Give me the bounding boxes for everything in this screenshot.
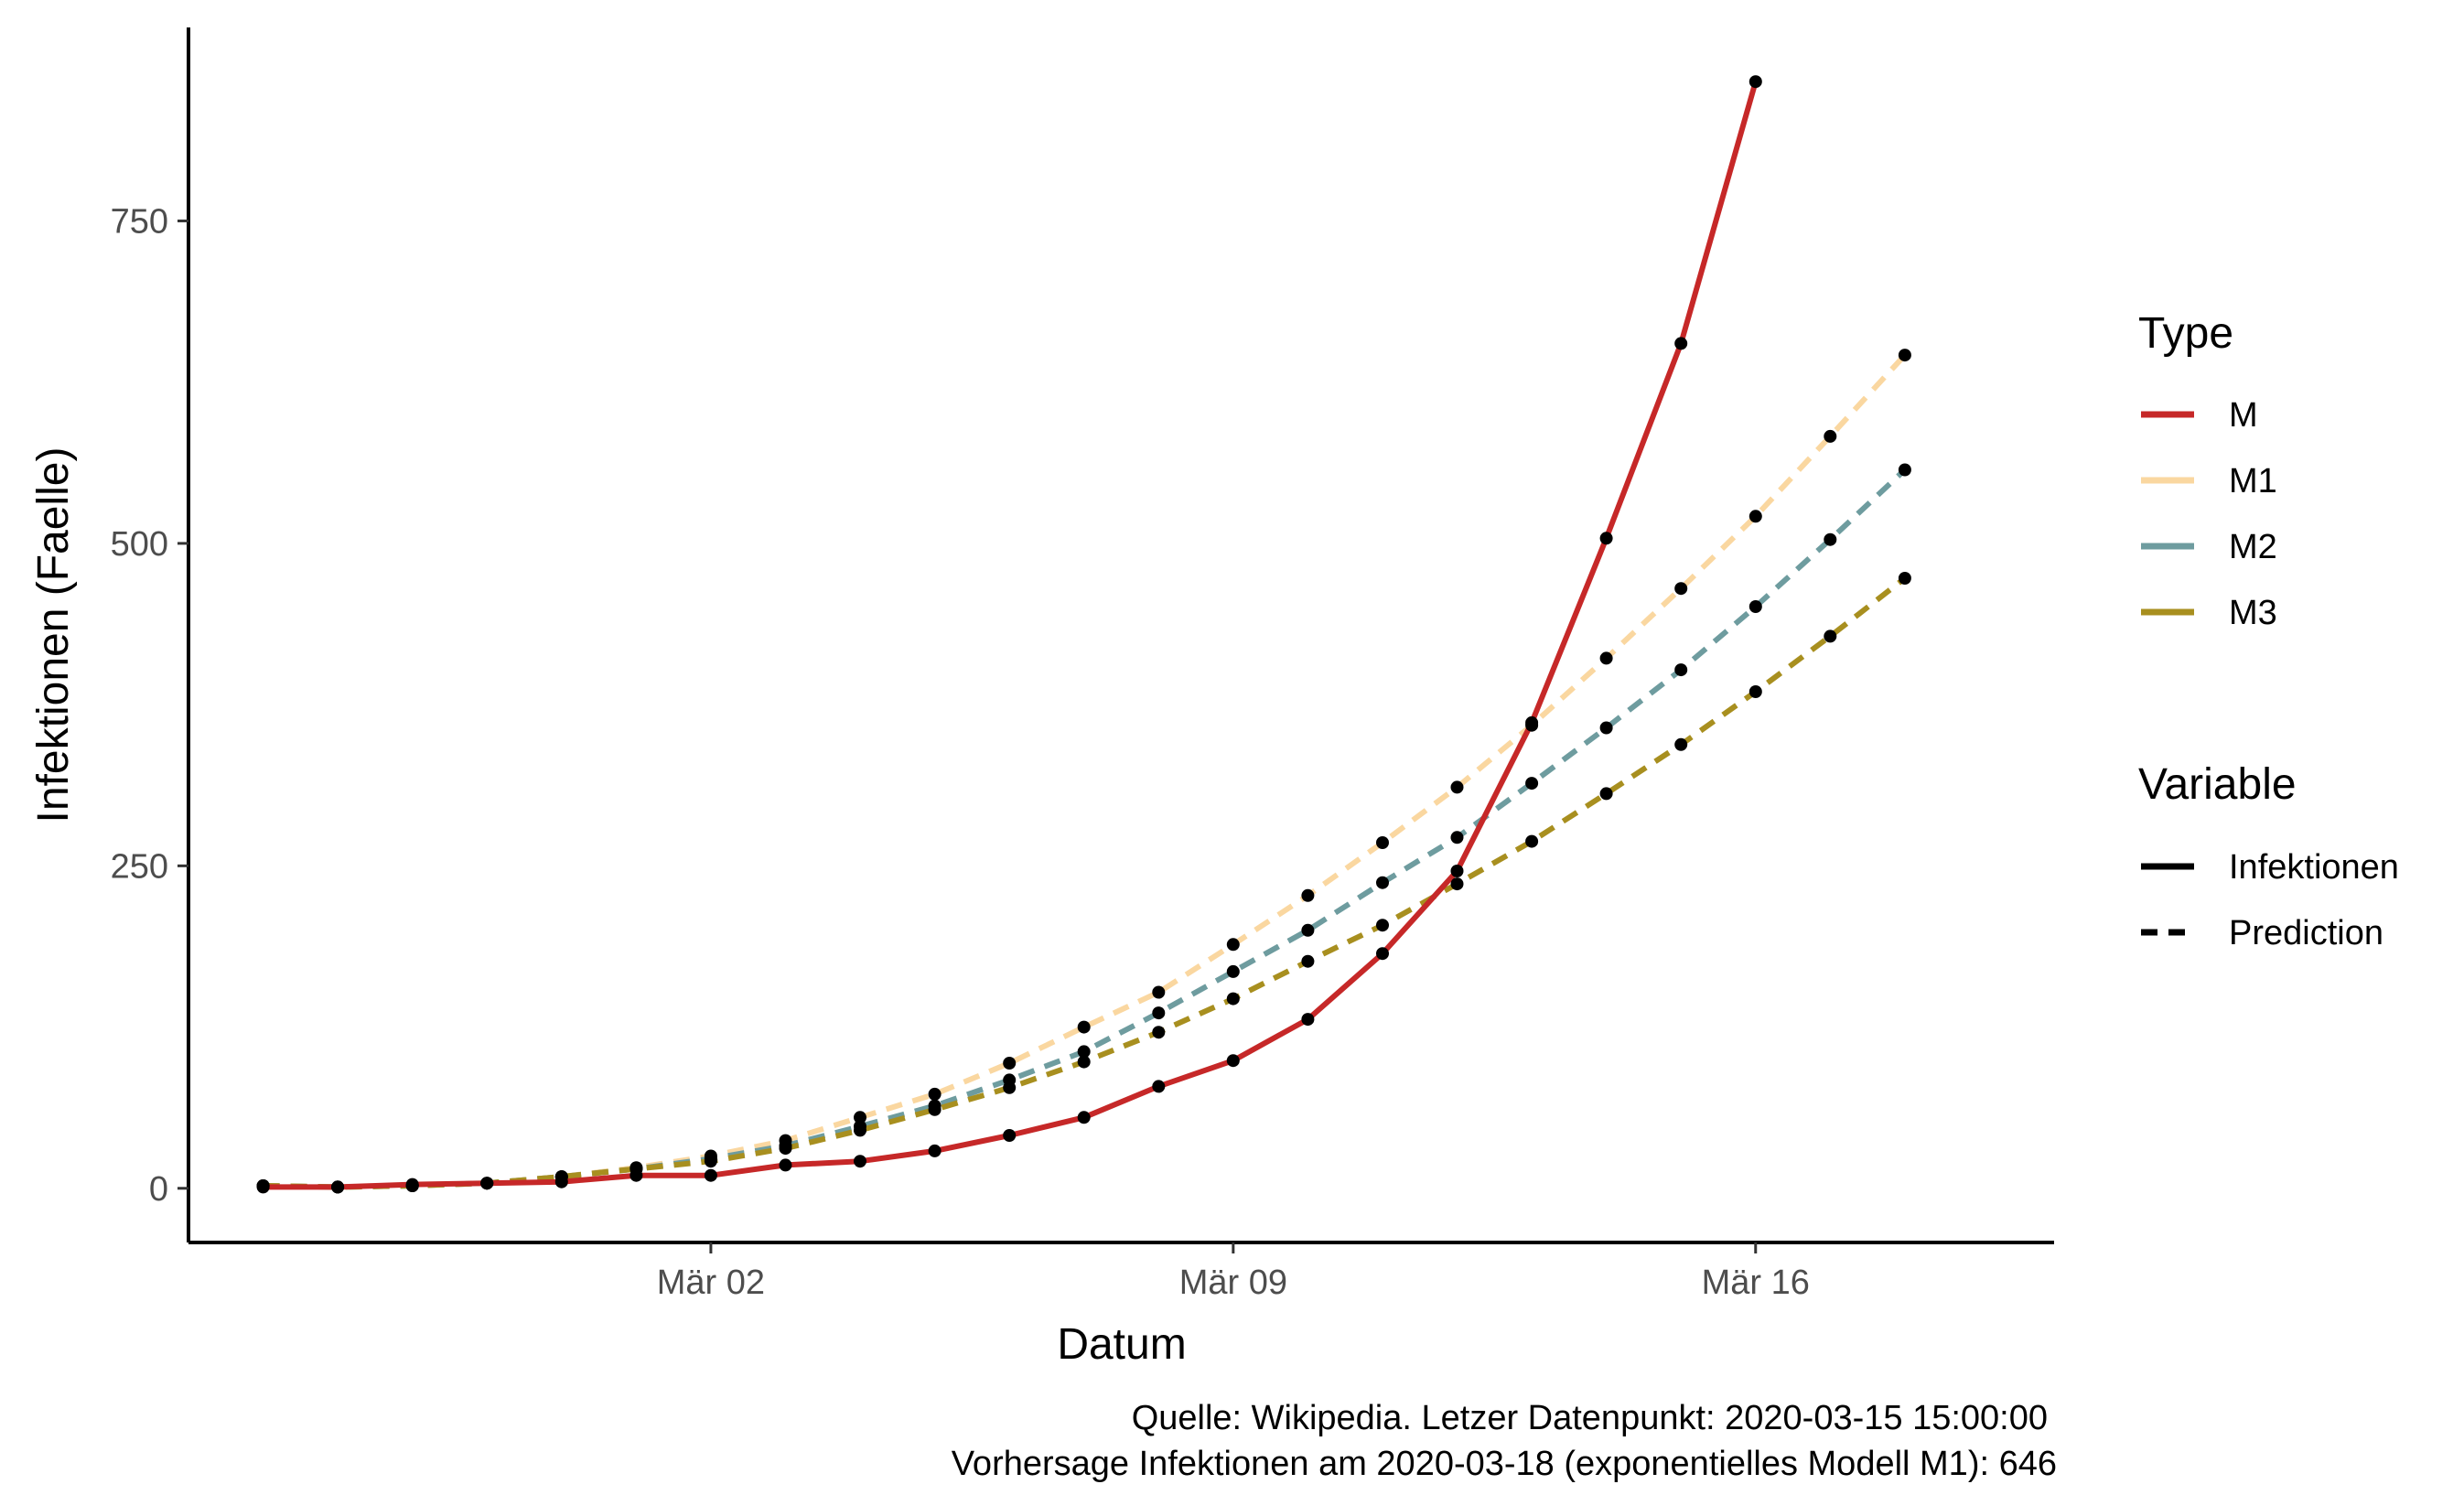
x-tick-label: Mär 09	[1179, 1264, 1287, 1302]
ticks-layer: 0 250 500 750 Mär 02 Mär 09 Mär 16	[111, 202, 1810, 1302]
data-point-m3	[1301, 954, 1315, 968]
data-point-m	[779, 1158, 792, 1172]
data-point-m3	[1003, 1081, 1017, 1094]
data-point-m3	[554, 1170, 568, 1184]
data-point-m1	[1525, 718, 1539, 732]
data-point-m2	[1450, 831, 1464, 844]
data-point-m3	[1525, 834, 1539, 848]
data-point-m3	[1599, 787, 1613, 801]
caption-line-1: Quelle: Wikipedia. Letzer Datenpunkt: 20…	[1132, 1399, 2048, 1437]
data-point-m3	[1898, 572, 1911, 585]
axes-layer	[187, 27, 2054, 1244]
data-point-m	[1748, 75, 1762, 89]
series-line-m2	[263, 468, 1907, 1190]
data-point-m2	[1077, 1045, 1091, 1059]
data-point-m2	[1301, 923, 1315, 937]
data-point-m3	[1748, 685, 1762, 698]
caption-line-2: Vorhersage Infektionen am 2020-03-18 (ex…	[952, 1445, 2057, 1483]
data-point-m	[1376, 947, 1389, 961]
data-point-m	[1450, 865, 1464, 877]
data-point-m2	[1674, 663, 1688, 677]
legend-label-m: M	[2229, 396, 2258, 435]
data-point-m1	[1301, 888, 1315, 902]
legend-title-type: Type	[2138, 309, 2233, 358]
data-point-m1	[1003, 1057, 1017, 1070]
data-point-m	[1226, 1054, 1240, 1068]
series-line-m1	[263, 353, 1908, 1190]
data-point-m1	[1674, 582, 1688, 596]
data-point-m1	[1226, 938, 1240, 952]
data-point-m	[1674, 337, 1688, 350]
data-point-m3	[331, 1180, 345, 1194]
data-point-m3	[928, 1102, 941, 1116]
data-point-m3	[480, 1177, 494, 1190]
data-point-m3	[405, 1179, 419, 1192]
data-point-m3	[1077, 1055, 1091, 1069]
data-point-m3	[1152, 1026, 1166, 1039]
legend-label-m2: M2	[2229, 528, 2277, 566]
legend-label-prediction: Prediction	[2229, 914, 2383, 952]
data-point-m3	[256, 1179, 270, 1192]
legend-type-entries: M M1 M2 M3	[2141, 396, 2277, 632]
data-point-m3	[1226, 992, 1240, 1006]
data-point-m2	[1599, 721, 1613, 735]
legend-label-m1: M1	[2229, 462, 2277, 500]
data-point-m3	[854, 1124, 866, 1137]
legend-variable-entries: Infektionen Prediction	[2141, 848, 2399, 952]
data-point-m1	[1376, 836, 1389, 849]
y-tick-label: 500	[111, 525, 168, 564]
data-point-m3	[704, 1155, 717, 1168]
data-point-m	[1301, 1013, 1315, 1027]
data-point-m	[704, 1168, 717, 1182]
data-point-m2	[1748, 600, 1762, 613]
legend-label-infektionen: Infektionen	[2229, 848, 2399, 887]
data-point-m3	[1376, 919, 1389, 932]
y-tick-label: 250	[111, 847, 168, 886]
legend-label-m3: M3	[2229, 594, 2277, 632]
data-point-m	[1152, 1080, 1166, 1093]
data-point-m3	[1450, 877, 1464, 891]
data-point-m3	[629, 1162, 643, 1176]
data-point-m2	[1152, 1006, 1166, 1020]
data-point-m3	[1674, 737, 1688, 751]
data-point-m	[1003, 1129, 1017, 1142]
x-axis-title: Datum	[1057, 1320, 1186, 1369]
points-layer	[256, 75, 1911, 1194]
legend: Type M M1 M2 M3 Variable Infektionen Predict…	[2138, 309, 2399, 952]
data-point-m1	[928, 1087, 941, 1101]
y-tick-label: 0	[149, 1170, 168, 1209]
data-point-m2	[1898, 463, 1911, 477]
y-tick-label: 750	[111, 202, 168, 241]
data-point-m	[1599, 532, 1613, 545]
data-point-m2	[1226, 964, 1240, 978]
data-point-m2	[1525, 777, 1539, 791]
y-axis-title: Infektionen (Faelle)	[29, 447, 78, 823]
data-point-m	[854, 1155, 866, 1168]
data-point-m	[928, 1144, 941, 1157]
data-point-m1	[1748, 510, 1762, 523]
data-point-m1	[854, 1111, 866, 1124]
legend-title-variable: Variable	[2138, 760, 2297, 809]
data-point-m3	[779, 1142, 792, 1156]
x-tick-label: Mär 16	[1702, 1264, 1810, 1302]
data-point-m	[1077, 1111, 1091, 1124]
data-point-m1	[1077, 1020, 1091, 1034]
data-point-m1	[1450, 780, 1464, 794]
x-tick-label: Mär 02	[657, 1264, 765, 1302]
data-point-m2	[1376, 876, 1389, 889]
series-line-m3	[263, 575, 1907, 1190]
data-point-m1	[1599, 651, 1613, 665]
data-point-m1	[1824, 429, 1837, 443]
series-line-m	[263, 81, 1759, 1190]
data-point-m3	[1824, 629, 1837, 643]
data-point-m1	[1152, 985, 1166, 999]
data-point-m2	[1824, 532, 1837, 546]
data-point-m1	[1898, 349, 1911, 362]
